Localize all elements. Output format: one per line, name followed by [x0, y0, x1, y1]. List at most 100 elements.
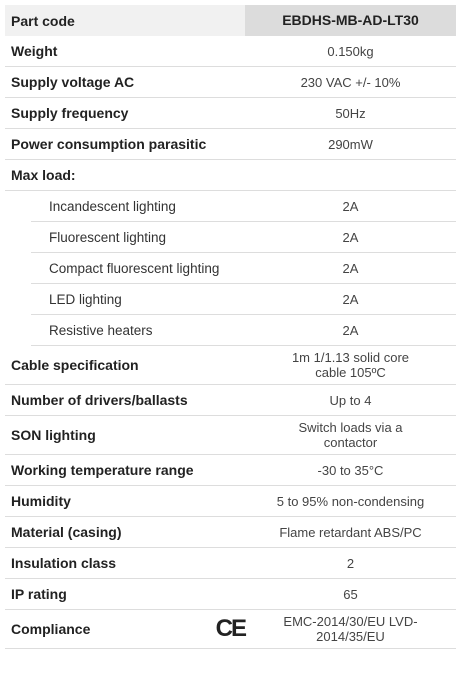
- label: Fluorescent lighting: [49, 230, 167, 245]
- label: Material (casing): [11, 524, 122, 540]
- spec-row: Supply frequency 50Hz: [5, 98, 456, 129]
- value: 1m 1/1.13 solid core cable 105ºC: [291, 350, 410, 380]
- value-cell: 230 VAC +/- 10%: [245, 67, 456, 97]
- spec-table: Part code EBDHS-MB-AD-LT30 Weight 0.150kg Su…: [5, 5, 456, 649]
- value-cell: -30 to 35°C: [245, 455, 456, 485]
- label-cell: IP rating: [5, 579, 245, 609]
- label-cell: Number of drivers/ballasts: [5, 385, 245, 415]
- value-cell: 2A: [245, 253, 456, 284]
- value: 2A: [342, 199, 359, 214]
- spec-row: LED lighting 2A: [5, 284, 456, 315]
- spec-row: Incandescent lighting 2A: [5, 191, 456, 222]
- value: 2: [346, 555, 355, 571]
- value: 230 VAC +/- 10%: [300, 74, 401, 90]
- value-cell: 2A: [245, 191, 456, 222]
- value: -30 to 35°C: [317, 462, 384, 478]
- spec-row: Supply voltage AC 230 VAC +/- 10%: [5, 67, 456, 98]
- label-cell: Material (casing): [5, 517, 245, 547]
- label-cell: Weight: [5, 36, 245, 66]
- value: 65: [343, 586, 358, 602]
- value: 290mW: [328, 136, 373, 152]
- value: 50Hz: [335, 105, 366, 121]
- label: Compact fluorescent lighting: [49, 261, 220, 276]
- spec-row: Fluorescent lighting 2A: [5, 222, 456, 253]
- label-cell: Insulation class: [5, 548, 245, 578]
- label: Power consumption parasitic: [11, 136, 207, 152]
- label: Working temperature range: [11, 462, 194, 478]
- value-cell: 2: [245, 548, 456, 578]
- spec-row: Resistive heaters 2A: [5, 315, 456, 346]
- value-cell: 1m 1/1.13 solid core cable 105ºC: [245, 346, 456, 384]
- spec-row: Cable specification 1m 1/1.13 solid core …: [5, 346, 456, 385]
- value: 0.150kg: [327, 43, 374, 59]
- spec-row: Compact fluorescent lighting 2A: [5, 253, 456, 284]
- label-cell: Cable specification: [5, 346, 245, 384]
- spec-row: Material (casing) Flame retardant ABS/PC: [5, 517, 456, 548]
- spec-row: Number of drivers/ballasts Up to 4: [5, 385, 456, 416]
- label: Number of drivers/ballasts: [11, 392, 188, 408]
- value-cell: Flame retardant ABS/PC: [245, 517, 456, 547]
- label: Insulation class: [11, 555, 117, 571]
- label-cell: Compliance CE: [5, 610, 247, 648]
- value-cell: 0.150kg: [245, 36, 456, 66]
- value: 2A: [342, 292, 359, 307]
- value: 5 to 95% non-condensing: [276, 493, 425, 509]
- label: Weight: [11, 43, 58, 59]
- label: IP rating: [11, 586, 67, 602]
- label: Resistive heaters: [49, 323, 153, 338]
- value-cell: 2A: [245, 315, 456, 346]
- label: Max load:: [11, 167, 76, 183]
- value: 2A: [342, 323, 359, 338]
- spec-row: Max load:: [5, 160, 456, 191]
- value-cell: Up to 4: [245, 385, 456, 415]
- value-cell: 290mW: [245, 129, 456, 159]
- label: Part code: [11, 12, 75, 29]
- spec-row: Insulation class 2: [5, 548, 456, 579]
- label-cell: Humidity: [5, 486, 245, 516]
- value-cell: Switch loads via a contactor: [245, 416, 456, 454]
- value-cell: 2A: [245, 284, 456, 315]
- label-cell: Supply voltage AC: [5, 67, 245, 97]
- label: Cable specification: [11, 357, 139, 373]
- spec-row: Power consumption parasitic 290mW: [5, 129, 456, 160]
- value-cell: [245, 160, 456, 190]
- label-cell: Part code: [5, 5, 245, 36]
- label-cell: Max load:: [5, 160, 245, 190]
- label-cell: Fluorescent lighting: [5, 222, 245, 253]
- label-cell: LED lighting: [5, 284, 245, 315]
- label-cell: Resistive heaters: [5, 315, 245, 346]
- label-cell: Power consumption parasitic: [5, 129, 245, 159]
- label: Supply frequency: [11, 105, 129, 121]
- value: 2A: [342, 261, 359, 276]
- label-cell: SON lighting: [5, 416, 245, 454]
- label: LED lighting: [49, 292, 122, 307]
- label: Humidity: [11, 493, 71, 509]
- value-cell: 65: [245, 579, 456, 609]
- label: SON lighting: [11, 427, 96, 443]
- value-cell: 50Hz: [245, 98, 456, 128]
- spec-row: Part code EBDHS-MB-AD-LT30: [5, 5, 456, 36]
- label-cell: Working temperature range: [5, 455, 245, 485]
- label: Compliance: [11, 621, 91, 637]
- value: Flame retardant ABS/PC: [279, 524, 422, 540]
- ce-mark: CE: [215, 615, 247, 642]
- value: Switch loads via a contactor: [298, 420, 403, 450]
- spec-row: Weight 0.150kg: [5, 36, 456, 67]
- value-cell: 2A: [245, 222, 456, 253]
- label-cell: Supply frequency: [5, 98, 245, 128]
- spec-row: Compliance CE EMC-2014/30/EU LVD-2014/35/E…: [5, 610, 456, 649]
- value-cell: EBDHS-MB-AD-LT30: [245, 5, 456, 36]
- spec-row: Humidity 5 to 95% non-condensing: [5, 486, 456, 517]
- label-cell: Incandescent lighting: [5, 191, 245, 222]
- spec-row: IP rating 65: [5, 579, 456, 610]
- value: EMC-2014/30/EU LVD-2014/35/EU: [283, 614, 418, 644]
- label: Supply voltage AC: [11, 74, 135, 90]
- value: Up to 4: [329, 392, 372, 408]
- value-cell: 5 to 95% non-condensing: [245, 486, 456, 516]
- spec-row: Working temperature range -30 to 35°C: [5, 455, 456, 486]
- label: Incandescent lighting: [49, 199, 176, 214]
- value: EBDHS-MB-AD-LT30: [282, 12, 419, 28]
- value: 2A: [342, 230, 359, 245]
- label-cell: Compact fluorescent lighting: [5, 253, 245, 284]
